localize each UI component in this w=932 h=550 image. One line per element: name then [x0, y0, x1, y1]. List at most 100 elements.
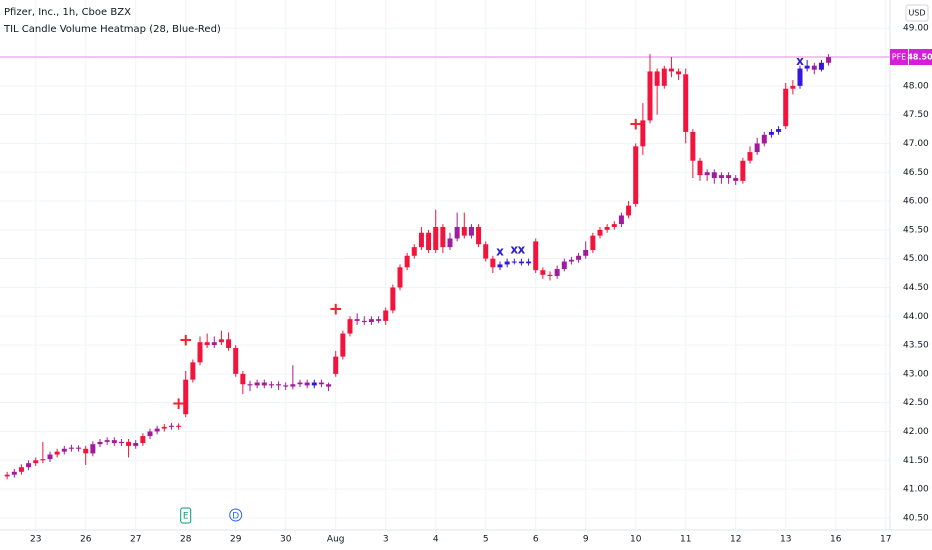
candle-body	[147, 431, 153, 437]
candle-body	[326, 384, 332, 387]
candle-body	[111, 440, 117, 444]
signal-marker: +	[171, 394, 185, 414]
x-tick-label: 6	[533, 535, 539, 545]
candle-body	[540, 270, 546, 275]
y-tick-label: 43.00	[903, 369, 929, 379]
x-tick-label: 30	[280, 535, 292, 545]
x-tick-label: 17	[880, 535, 891, 545]
price-label: 48.50	[907, 53, 932, 62]
candle-body	[204, 342, 210, 346]
candle-body	[554, 269, 560, 276]
candle-body	[440, 226, 446, 248]
candle-body	[604, 226, 610, 230]
candle-body	[740, 160, 746, 181]
candle-body	[68, 447, 74, 449]
candle-body	[611, 224, 617, 227]
candle-body	[168, 425, 174, 427]
y-tick-label: 43.50	[903, 341, 929, 351]
candle-body	[418, 232, 424, 248]
candle-body	[183, 379, 189, 415]
y-tick-label: 46.50	[903, 168, 929, 178]
candle-body	[76, 447, 82, 449]
candle-body	[790, 85, 796, 89]
candle-body	[11, 471, 17, 475]
candle-body	[683, 74, 689, 132]
candle-body	[133, 443, 139, 446]
candle-body	[118, 441, 124, 444]
y-tick-label: 47.50	[903, 110, 929, 120]
candle-body	[368, 319, 374, 323]
candle-body	[397, 267, 403, 288]
indicator-label: TIL Candle Volume Heatmap (28, Blue-Red)	[3, 24, 221, 35]
candle-body	[18, 467, 24, 472]
candle-body	[304, 382, 310, 386]
candle-body	[747, 152, 753, 161]
candle-body	[576, 255, 582, 260]
x-tick-label: 4	[433, 535, 439, 545]
candle-body	[718, 175, 724, 179]
candle-body	[668, 68, 674, 72]
y-tick-label: 47.00	[903, 139, 929, 149]
candle-body	[583, 250, 589, 256]
candle-body	[161, 426, 167, 429]
y-tick-label: 41.00	[903, 485, 929, 495]
candle-body	[226, 339, 232, 348]
candle-body	[354, 319, 360, 321]
candle-body	[676, 71, 682, 75]
dividend-badge[interactable]	[229, 508, 243, 522]
earnings-badge[interactable]	[180, 507, 192, 524]
candle-body	[433, 226, 439, 251]
x-tick-label: Aug	[327, 535, 345, 545]
candle-body	[754, 143, 760, 153]
x-tick-label: 3	[383, 535, 389, 545]
candle-body	[40, 459, 46, 461]
candle-body	[490, 258, 496, 268]
y-tick-label: 46.00	[903, 197, 929, 207]
candle-body	[333, 356, 339, 374]
candle-body	[776, 129, 782, 132]
x-tick-label: 29	[230, 535, 242, 545]
candle-body	[626, 205, 632, 216]
candle-body	[818, 62, 824, 70]
symbol-tag	[890, 49, 908, 66]
x-tick-label: 26	[80, 535, 92, 545]
x-tick-label: 28	[180, 535, 192, 545]
y-tick-label: 44.00	[903, 312, 929, 322]
candle-body	[190, 362, 196, 380]
y-tick-label: 49.00	[903, 24, 929, 34]
candle-body	[61, 448, 67, 452]
currency-button[interactable]	[905, 4, 929, 22]
candle-body	[454, 226, 460, 239]
candle-body	[218, 339, 224, 343]
event-label: D	[232, 512, 239, 522]
candle-body	[476, 226, 482, 245]
candle-body	[233, 347, 239, 374]
candle-body	[297, 382, 303, 385]
signal-marker: x	[518, 243, 526, 257]
candle-body	[561, 261, 567, 270]
candle-body	[404, 255, 410, 268]
candle-body	[654, 71, 660, 86]
candle-body	[33, 460, 39, 464]
candle-body	[697, 160, 703, 176]
candle-body	[811, 65, 817, 70]
candle-body	[533, 241, 539, 271]
candle-body	[376, 319, 382, 321]
x-tick-label: 12	[730, 535, 741, 545]
candle-body	[518, 261, 524, 264]
candle-body	[197, 342, 203, 363]
candle-body	[140, 436, 146, 444]
candle-body	[690, 131, 696, 161]
candle-body	[768, 131, 774, 135]
candle-body	[661, 68, 667, 86]
candle-body	[447, 238, 453, 248]
y-tick-label: 42.00	[903, 427, 929, 437]
candle-body	[211, 342, 217, 346]
candle-body	[383, 310, 389, 321]
candle-body	[311, 382, 317, 386]
y-tick-label: 44.50	[903, 283, 929, 293]
candle-body	[176, 425, 182, 427]
signal-marker: x	[496, 244, 504, 258]
candle-body	[47, 454, 53, 460]
